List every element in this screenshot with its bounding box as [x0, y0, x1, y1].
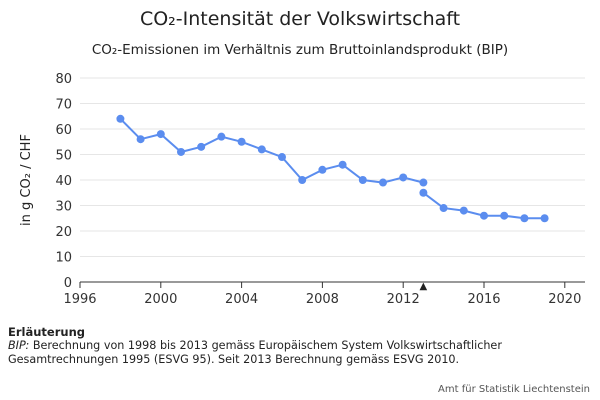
x-tick-label: 2008: [306, 292, 339, 307]
y-tick-label: 0: [64, 276, 72, 291]
data-point: [500, 211, 509, 220]
y-axis-label: in g CO₂ / CHF: [19, 134, 34, 226]
data-point: [480, 211, 488, 220]
data-point: [156, 130, 165, 139]
x-tick-label: 1996: [63, 292, 96, 307]
footnote-term: BIP:: [8, 339, 30, 352]
y-tick-label: 30: [55, 200, 72, 215]
data-point: [540, 214, 549, 223]
line-chart: 0 10 20 30 40 50 60 70 80 1996 2000 2004 2008 2012 201…: [19, 72, 585, 307]
y-tick-label: 20: [55, 225, 72, 240]
data-point: [278, 153, 286, 162]
break-marker: ▲: [420, 281, 428, 292]
y-tick-label: 70: [55, 98, 72, 113]
data-point: [338, 160, 347, 169]
data-point: [136, 135, 145, 144]
footnote-heading: Erläuterung: [8, 325, 85, 339]
data-point: [419, 178, 428, 187]
x-tick-label: 2000: [144, 292, 177, 307]
data-point: [298, 176, 307, 184]
data-point: [116, 114, 125, 123]
y-tick-label: 40: [55, 174, 72, 189]
y-tick-label: 80: [55, 72, 72, 87]
footnote-text: Berechnung von 1998 bis 2013 gemäss Euro…: [8, 339, 502, 366]
data-point: [439, 204, 448, 213]
footnote: Erläuterung BIP: Berechnung von 1998 bis…: [8, 325, 588, 367]
data-point: [379, 178, 387, 187]
data-point: [520, 214, 529, 223]
data-point: [237, 137, 246, 146]
data-point: [318, 165, 327, 174]
data-point: [419, 188, 428, 197]
data-point: [399, 173, 408, 182]
x-tick-label: 2012: [387, 292, 420, 307]
chart-subtitle: CO₂-Emissionen im Verhältnis zum Bruttoi…: [91, 42, 509, 58]
data-point: [217, 132, 226, 141]
x-tick-label: 2020: [548, 292, 581, 307]
data-point: [358, 176, 367, 184]
credits[interactable]: Amt für Statistik Liechtenstein: [438, 384, 590, 395]
series-line: [119, 118, 424, 184]
data-point: [197, 142, 206, 151]
y-tick-label: 50: [55, 149, 72, 164]
data-point: [177, 147, 185, 156]
y-tick-label: 10: [55, 251, 72, 266]
data-point: [459, 206, 468, 215]
footnote-body: BIP: Berechnung von 1998 bis 2013 gemäss…: [8, 339, 588, 367]
y-tick-label: 60: [55, 123, 72, 138]
data-point: [257, 145, 266, 154]
x-tick-label: 2004: [225, 292, 258, 307]
chart-title: CO₂-Intensität der Volkswirtschaft: [139, 8, 461, 30]
x-tick-label: 2016: [467, 292, 500, 307]
